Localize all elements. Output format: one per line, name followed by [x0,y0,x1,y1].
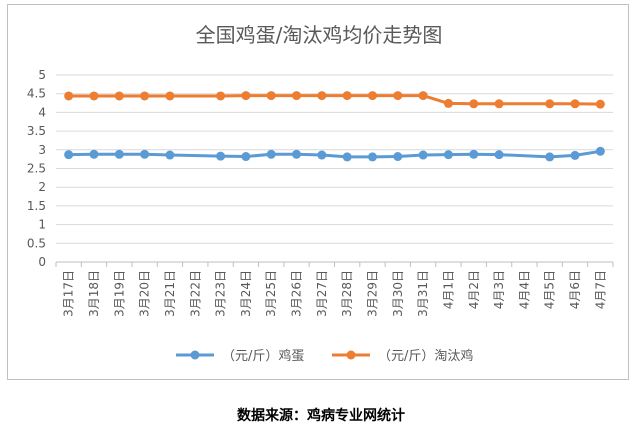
series-lines [64,91,605,162]
gridlines [56,74,613,263]
x-tick-label: 3月19日 [112,270,126,317]
chart-title: 全国鸡蛋/淘汰鸡均价走势图 [196,23,443,47]
data-point [140,91,150,101]
data-point [393,152,403,162]
y-tick-label: 1 [38,218,46,232]
data-point [64,91,74,101]
x-tick-label: 3月24日 [239,270,253,317]
data-point [418,91,428,101]
x-tick-label: 3月23日 [214,270,228,317]
data-point [443,98,453,108]
x-tick-label: 4月4日 [517,270,531,309]
data-point [545,99,555,109]
data-point [342,91,352,101]
legend-swatch-marker [346,350,356,360]
y-tick-label: 0 [38,255,46,269]
x-tick-label: 3月18日 [87,270,101,317]
x-tick-label: 3月26日 [290,270,304,317]
x-tick-label: 4月7日 [593,270,607,309]
x-tick-label: 4月3日 [492,270,506,309]
data-point [317,150,327,160]
data-point [266,91,276,101]
data-point [64,150,74,160]
legend-swatch-marker [190,350,200,360]
x-tick-label: 4月5日 [543,270,557,309]
data-point [570,150,580,160]
x-tick-label: 3月20日 [138,270,152,317]
data-point [595,99,605,109]
data-point [89,149,99,159]
x-tick-label: 3月27日 [315,270,329,317]
data-point [418,150,428,160]
legend-item-1: （元/斤）鸡蛋 [176,348,304,364]
legend: （元/斤）鸡蛋 （元/斤）淘汰鸡 [176,348,473,364]
x-tick-label: 4月6日 [568,270,582,309]
chart-frame: 全国鸡蛋/淘汰鸡均价走势图 0 0.5 1 1.5 2 2.5 3 3.5 4 4.5 5 3月17… [7,4,629,380]
y-tick-label: 1.5 [27,199,46,213]
data-point [494,150,504,160]
x-tick-label: 3月31日 [416,270,430,317]
data-point [469,149,479,159]
legend-item-2: （元/斤）淘汰鸡 [332,348,473,364]
data-point [292,149,302,159]
y-tick-label: 5 [38,68,46,82]
legend-label: （元/斤）淘汰鸡 [378,348,473,364]
y-axis-ticks: 0 0.5 1 1.5 2 2.5 3 3.5 4 4.5 5 [27,68,46,269]
legend-label: （元/斤）鸡蛋 [222,348,304,364]
line-chart: 全国鸡蛋/淘汰鸡均价走势图 0 0.5 1 1.5 2 2.5 3 3.5 4 4.5 5 3月17… [27,23,614,364]
data-point [140,149,150,159]
y-tick-label: 3.5 [27,124,46,138]
x-tick-label: 3月22日 [188,270,202,317]
data-point [114,149,124,159]
series-2 [64,91,605,109]
data-point [241,152,251,162]
data-point [292,91,302,101]
data-point [595,146,605,156]
data-point [114,91,124,101]
x-tick-label: 3月25日 [264,270,278,317]
x-tick-label: 3月21日 [163,270,177,317]
y-tick-label: 4 [38,105,46,119]
data-point [342,152,352,162]
data-point [469,99,479,109]
data-point [165,150,175,160]
data-point [317,91,327,101]
x-tick-label: 3月30日 [391,270,405,317]
y-tick-label: 2.5 [27,162,46,176]
x-tick-label: 3月17日 [62,270,76,317]
data-point [570,99,580,109]
data-point [367,152,377,162]
data-point [545,152,555,162]
data-point [216,151,226,161]
data-point [165,91,175,101]
data-point [367,91,377,101]
y-tick-label: 0.5 [27,236,46,250]
x-tick-label: 3月28日 [340,270,354,317]
x-tick-label: 4月1日 [441,270,455,309]
y-tick-label: 3 [38,143,46,157]
y-tick-label: 4.5 [27,87,46,101]
x-tick-label: 3月29日 [365,270,379,317]
x-tick-label: 4月2日 [467,270,481,309]
data-source-note: 数据来源：鸡病专业网统计 [237,408,405,424]
data-point [443,150,453,160]
x-axis-ticks: 3月17日 3月18日 3月19日 3月20日 3月21日 3月22日 3月23日 3月24日… [55,262,614,317]
data-point [393,91,403,101]
data-point [216,91,226,101]
y-tick-label: 2 [38,180,46,194]
data-point [266,149,276,159]
data-point [241,91,251,101]
data-point [89,91,99,101]
series-1 [64,146,605,162]
data-point [494,99,504,109]
